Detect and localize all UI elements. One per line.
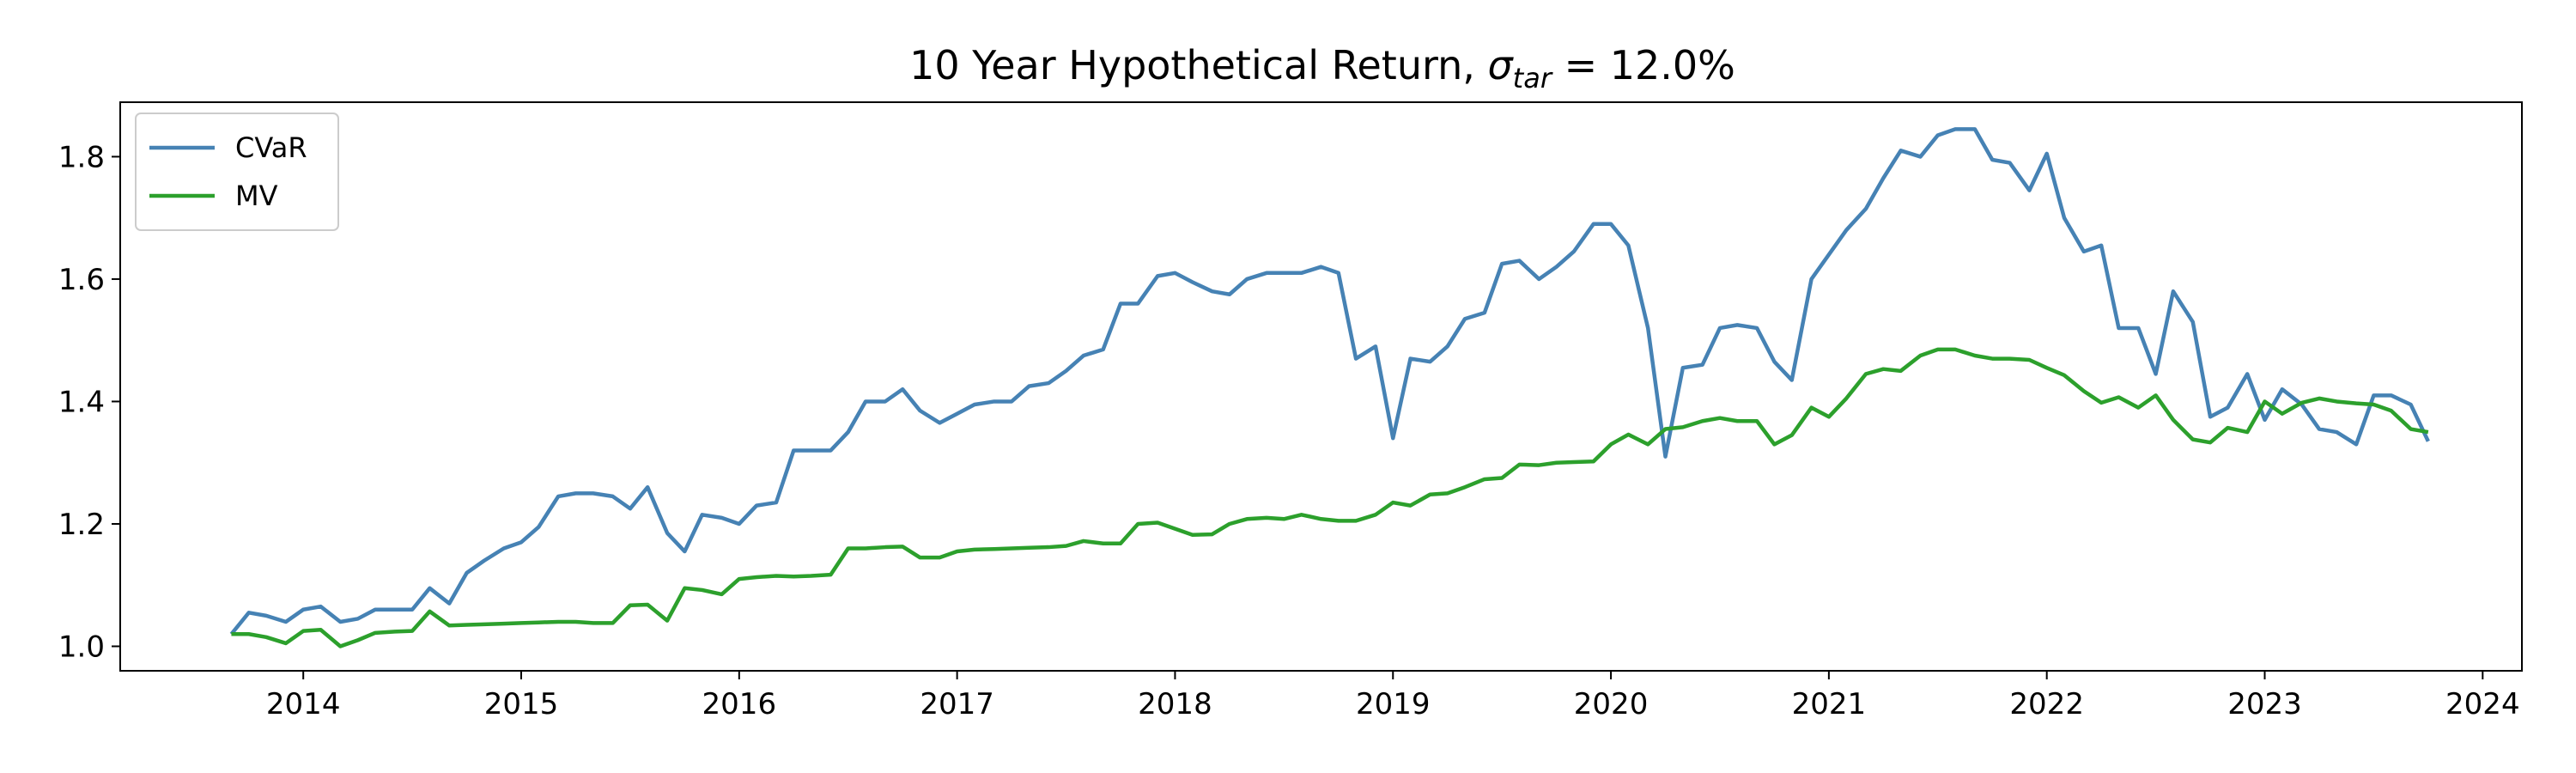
y-tick-label: 1.2 — [58, 508, 105, 542]
title-symbol: σ — [1488, 42, 1515, 88]
x-tick-label: 2017 — [920, 687, 994, 721]
legend: CVaR MV — [135, 113, 339, 231]
x-tick-label: 2021 — [1792, 687, 1867, 721]
legend-label: CVaR — [235, 131, 307, 164]
y-tick-label: 1.0 — [58, 630, 105, 664]
x-tick-label: 2024 — [2445, 687, 2520, 721]
y-tick-label: 1.6 — [58, 263, 105, 297]
legend-box — [135, 113, 339, 231]
title-text: 10 Year Hypothetical Return, — [909, 42, 1487, 88]
chart-title: 10 Year Hypothetical Return, σtar = 12.0… — [909, 42, 1735, 94]
x-tick-label: 2022 — [2009, 687, 2084, 721]
series-line — [229, 127, 2430, 636]
x-tick-label: 2023 — [2227, 687, 2302, 721]
x-tick-label: 2016 — [702, 687, 777, 721]
x-tick-label: 2015 — [484, 687, 559, 721]
series-line — [231, 347, 2429, 648]
plot-frame — [119, 101, 2523, 672]
x-tick-label: 2018 — [1138, 687, 1212, 721]
legend-label: MV — [235, 180, 278, 212]
y-tick-label: 1.8 — [58, 140, 105, 174]
x-tick-label: 2014 — [266, 687, 341, 721]
title-text: = 12.0% — [1552, 42, 1735, 88]
x-tick-label: 2020 — [1574, 687, 1649, 721]
x-tick-label: 2019 — [1356, 687, 1431, 721]
y-tick-label: 1.4 — [58, 385, 105, 419]
title-subscript: tar — [1513, 62, 1553, 94]
